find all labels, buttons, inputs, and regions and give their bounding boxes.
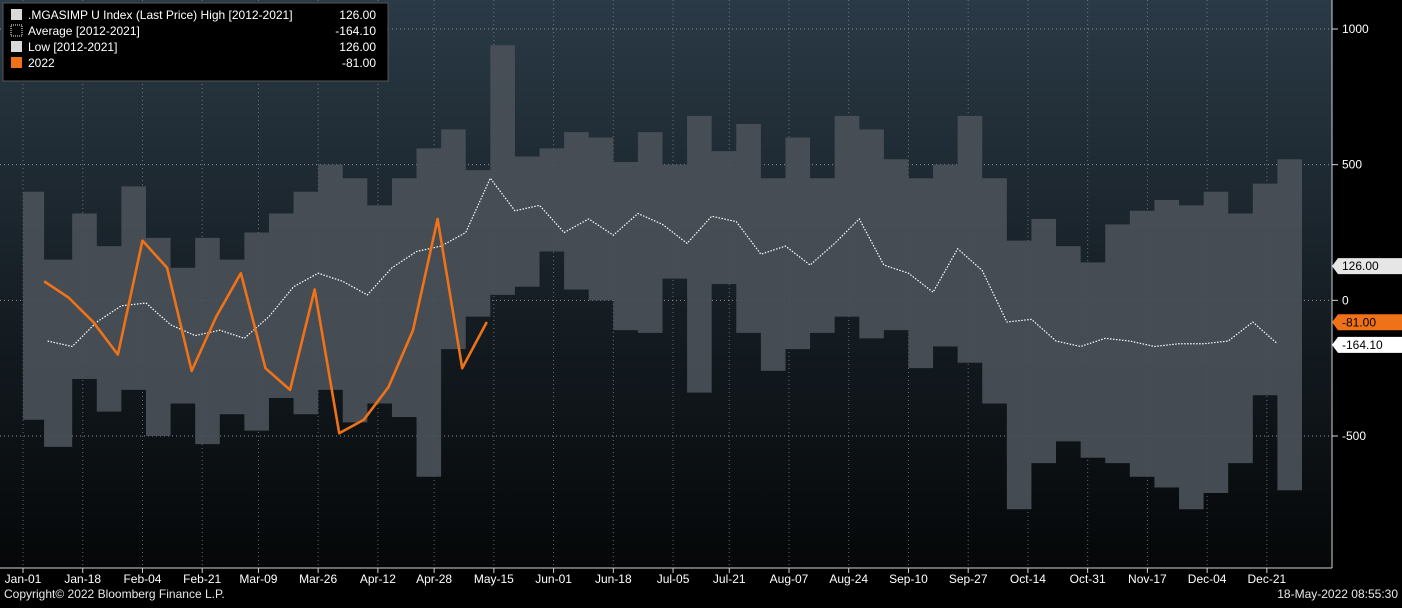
y-tick-label: 500 [1342,158,1362,172]
axes: 1000 500 0 -500 Jan-01 Jan-18 Feb-04 Feb-21 Mar-… [0,0,1369,586]
marker-label: -164.10 [1342,338,1383,352]
legend-swatch [11,57,22,68]
legend-value: 126.00 [339,40,376,54]
legend-swatch [11,9,22,20]
legend-label: Low [2012-2021] [28,40,117,54]
x-tick-label: Feb-21 [183,572,221,586]
x-tick-label: Sep-27 [949,572,988,586]
marker-tag [1332,314,1402,331]
x-tick-label: Mar-09 [239,572,277,586]
legend-entry: Average [2012-2021] -164.10 [10,24,376,38]
last-value-markers: 126.00 -81.00 -164.10 [1332,258,1402,353]
legend-label: .MGASIMP U Index (Last Price) High [2012… [28,8,293,22]
x-tick-label: Jun-18 [595,572,632,586]
x-tick-label: Dec-21 [1248,572,1287,586]
series-2022-last-value-marker: -81.00 [1332,314,1402,331]
x-tick-label: Feb-04 [123,572,161,586]
high-low-range-band [23,45,1302,510]
legend-box [2,2,389,82]
timestamp-text: 18-May-2022 08:55:30 [1277,587,1398,601]
legend-entry: Low [2012-2021] 126.00 [11,40,376,54]
legend: .MGASIMP U Index (Last Price) High [2012… [2,2,389,82]
x-tick-label: Sep-10 [889,572,928,586]
legend-entry: 2022 -81.00 [11,56,376,70]
marker-tag [1332,258,1402,275]
y-tick-label: 1000 [1342,22,1369,36]
legend-label: 2022 [28,56,55,70]
x-tick-label: Jan-01 [5,572,42,586]
x-tick-label: Jan-18 [64,572,101,586]
legend-entry: .MGASIMP U Index (Last Price) High [2012… [11,8,376,22]
copyright-text: Copyright© 2022 Bloomberg Finance L.P. [4,587,225,601]
series-2022-line [43,217,488,435]
y-tick-label: 0 [1342,293,1349,307]
legend-value: -81.00 [342,56,376,70]
x-tick-label: Jun-01 [535,572,572,586]
x-tick-label: May-15 [474,572,514,586]
x-tick-label: Oct-31 [1070,572,1106,586]
x-tick-label: Dec-04 [1188,572,1227,586]
x-tick-label: Apr-28 [416,572,452,586]
marker-label: 126.00 [1342,259,1379,273]
legend-label: Average [2012-2021] [28,24,140,38]
marker-label: -81.00 [1342,315,1376,329]
x-tick-label: Mar-26 [299,572,337,586]
average-last-value-marker: -164.10 [1332,336,1402,353]
average-line [47,177,1278,348]
series-2022 [43,217,488,435]
legend-value: 126.00 [339,8,376,22]
legend-value: -164.10 [335,24,376,38]
legend-swatch [10,24,23,37]
x-tick-label: Apr-12 [360,572,396,586]
y-tick-label: -500 [1342,429,1366,443]
average-series [47,177,1278,348]
x-tick-label: Nov-17 [1128,572,1167,586]
x-tick-label: Oct-14 [1010,572,1046,586]
x-tick-label: Aug-24 [829,572,868,586]
marker-tag [1332,336,1402,353]
high-low-band-area [23,45,1302,510]
x-tick-label: Aug-07 [770,572,809,586]
x-tick-label: Jul-21 [713,572,746,586]
legend-swatch [11,41,22,52]
x-tick-label: Jul-05 [657,572,690,586]
high-last-value-marker: 126.00 [1332,258,1402,275]
